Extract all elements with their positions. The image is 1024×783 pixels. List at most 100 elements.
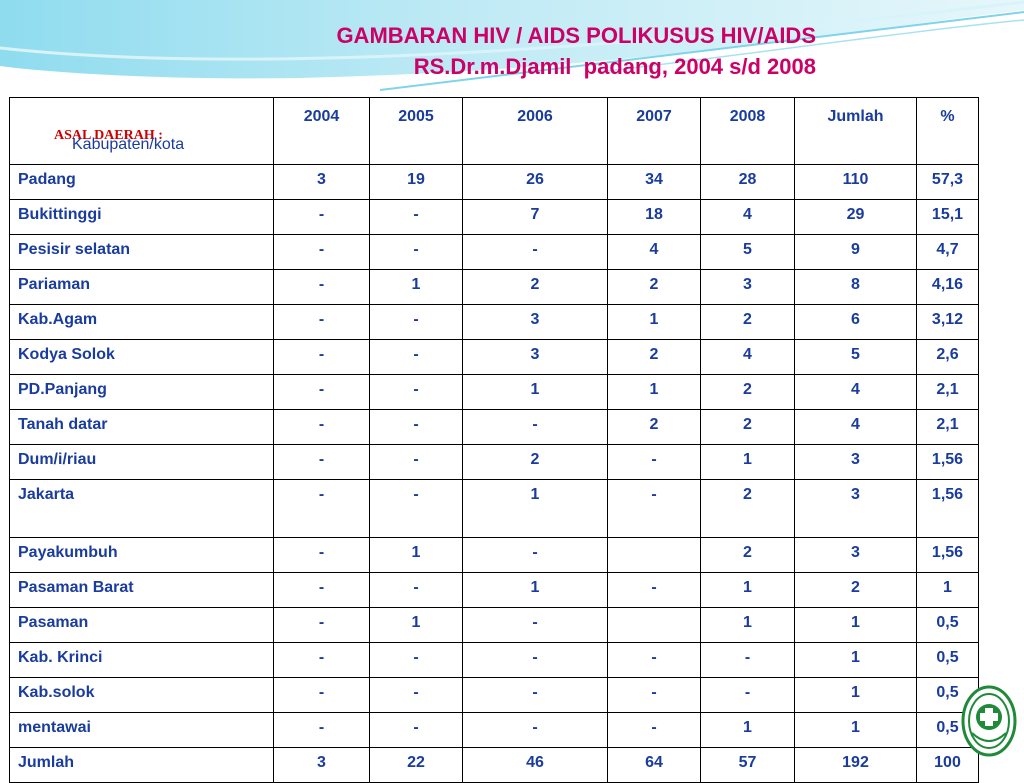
region-cell: PD.Panjang: [9, 374, 274, 410]
table-row: Jakarta - -1-2 3 1,56: [9, 479, 979, 538]
region-label-red: ASAL DAERAH :: [54, 128, 163, 143]
column-header: 2006: [462, 97, 608, 165]
region-cell: Pasaman Barat: [9, 572, 274, 608]
value-cell: 1,56: [916, 444, 979, 480]
value-cell: 1: [794, 712, 917, 748]
value-cell: -: [273, 677, 370, 713]
column-header: Jumlah: [794, 97, 917, 165]
value-cell: 3: [794, 444, 917, 480]
value-cell: 1: [700, 444, 795, 480]
background-swoosh: [0, 0, 1024, 91]
region-cell: Dum/i/riau: [9, 444, 274, 480]
region-cell: Kab.Agam: [9, 304, 274, 340]
value-cell: -: [273, 304, 370, 340]
value-cell: -: [369, 677, 463, 713]
value-cell: 2: [462, 269, 608, 305]
value-cell: 0,5: [916, 642, 979, 678]
value-cell: 110: [794, 164, 917, 200]
column-header: %: [916, 97, 979, 165]
value-cell: 57: [700, 747, 795, 783]
value-cell: 1,56: [916, 537, 979, 573]
region-cell: Pariaman: [9, 269, 274, 305]
value-cell: -: [462, 234, 608, 270]
value-cell: 4: [700, 199, 795, 235]
value-cell: 2: [607, 269, 701, 305]
value-cell: 3: [794, 479, 917, 538]
table-row: Pasaman Barat - -1-1 2 1: [9, 572, 979, 608]
table-row: Kodya Solok - -3 2 4 5 2,6: [9, 339, 979, 375]
value-cell: 2: [607, 339, 701, 375]
value-cell: 19: [369, 164, 463, 200]
table-row: PD.Panjang - -1 1 2 4 2,1: [9, 374, 979, 410]
value-cell: 7: [462, 199, 608, 235]
value-cell: 9: [794, 234, 917, 270]
column-header: 2007: [607, 97, 701, 165]
value-cell: 3,12: [916, 304, 979, 340]
value-cell: -: [607, 479, 701, 538]
value-cell: -: [273, 642, 370, 678]
value-cell: 4: [794, 374, 917, 410]
region-header-cell: ASAL DAERAH : Kabupaten/kota: [9, 97, 274, 165]
region-cell: Padang: [9, 164, 274, 200]
value-cell: 4: [607, 234, 701, 270]
value-cell: -: [369, 712, 463, 748]
value-cell: -: [369, 409, 463, 445]
region-cell: mentawai: [9, 712, 274, 748]
value-cell: 4,16: [916, 269, 979, 305]
value-cell: -: [462, 537, 608, 573]
value-cell: 4: [700, 339, 795, 375]
value-cell: 1: [700, 712, 795, 748]
value-cell: 1: [369, 269, 463, 305]
column-header: 2004: [273, 97, 370, 165]
value-cell: 0,5: [916, 607, 979, 643]
region-cell: Bukittinggi: [9, 199, 274, 235]
value-cell: -: [273, 444, 370, 480]
ministry-of-health-logo-icon: [961, 685, 1017, 757]
table-row: Kab.solok - - - - -1 0,5: [9, 677, 979, 713]
value-cell: 2: [794, 572, 917, 608]
value-cell: 1: [794, 677, 917, 713]
value-cell: -: [273, 199, 370, 235]
value-cell: 1: [462, 572, 608, 608]
value-cell: -: [273, 479, 370, 538]
value-cell: -: [273, 234, 370, 270]
value-cell: 15,1: [916, 199, 979, 235]
region-cell: Kab.solok: [9, 677, 274, 713]
value-cell: 1: [462, 374, 608, 410]
title-line-2: RS.Dr.m.Djamil padang, 2004 s/d 2008: [413, 54, 816, 79]
value-cell: -: [369, 234, 463, 270]
value-cell: [607, 537, 701, 573]
value-cell: 1: [794, 607, 917, 643]
title-line-1: GAMBARAN HIV / AIDS POLIKUSUS HIV/AIDS: [336, 23, 816, 48]
table-row: Payakumbuh -1-2 3 1,56: [9, 537, 979, 573]
value-cell: [607, 607, 701, 643]
value-cell: 2,6: [916, 339, 979, 375]
value-cell: 29: [794, 199, 917, 235]
table-row: Kab.Agam - -3 1 2 6 3,12: [9, 304, 979, 340]
column-header: 2008: [700, 97, 795, 165]
value-cell: -: [369, 199, 463, 235]
value-cell: 1: [369, 537, 463, 573]
value-cell: -: [369, 304, 463, 340]
value-cell: 1: [916, 572, 979, 608]
value-cell: 2: [607, 409, 701, 445]
value-cell: 1: [700, 572, 795, 608]
region-cell: Jakarta: [9, 479, 274, 538]
value-cell: -: [462, 712, 608, 748]
value-cell: 4,7: [916, 234, 979, 270]
value-cell: 28: [700, 164, 795, 200]
value-cell: 22: [369, 747, 463, 783]
value-cell: 18: [607, 199, 701, 235]
value-cell: 192: [794, 747, 917, 783]
table-header-row: ASAL DAERAH : Kabupaten/kota 2004 2005 2…: [9, 97, 979, 165]
value-cell: 2: [700, 409, 795, 445]
total-row: Jumlah 3 22 46 64 57 192 100: [9, 747, 979, 783]
value-cell: -: [273, 339, 370, 375]
column-header: 2005: [369, 97, 463, 165]
value-cell: 2: [462, 444, 608, 480]
value-cell: 3: [700, 269, 795, 305]
region-cell: Jumlah: [9, 747, 274, 783]
region-cell: Pasaman: [9, 607, 274, 643]
value-cell: -: [273, 572, 370, 608]
value-cell: -: [369, 444, 463, 480]
